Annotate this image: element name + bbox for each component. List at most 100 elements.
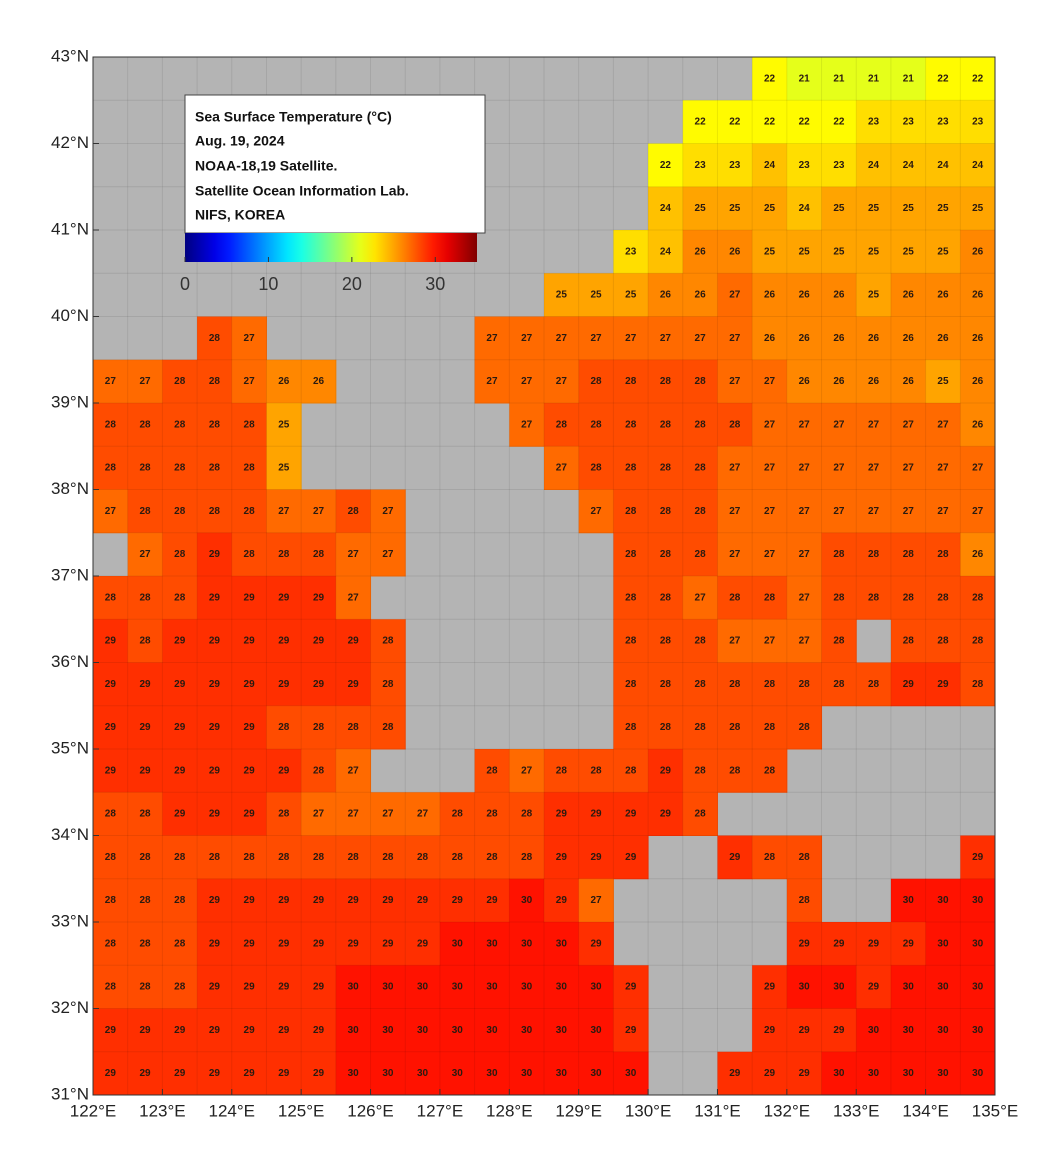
sst-label: 28	[209, 463, 221, 474]
sst-cell	[474, 792, 510, 836]
sst-label: 23	[833, 160, 845, 171]
sst-label: 30	[868, 1068, 880, 1079]
sst-label: 26	[799, 376, 811, 387]
sst-label: 29	[833, 1025, 845, 1036]
sst-label: 30	[452, 1025, 464, 1036]
sst-cell	[162, 922, 198, 966]
sst-label: 29	[799, 1068, 811, 1079]
sst-label: 29	[764, 1025, 776, 1036]
sst-label: 29	[764, 1068, 776, 1079]
sst-label: 29	[209, 895, 221, 906]
sst-cell	[752, 273, 788, 317]
sst-label: 29	[590, 938, 602, 949]
sst-label: 28	[174, 938, 186, 949]
sst-label: 29	[313, 592, 325, 603]
sst-cell	[439, 1051, 476, 1096]
sst-label: 28	[139, 506, 151, 517]
sst-cell	[509, 403, 545, 447]
sst-cell	[613, 965, 649, 1009]
sst-label: 28	[105, 982, 117, 993]
sst-label: 28	[209, 852, 221, 863]
sst-cell	[752, 835, 788, 880]
sst-label: 30	[972, 1068, 984, 1079]
sst-cell	[821, 403, 857, 447]
sst-label: 26	[937, 333, 949, 344]
sst-label: 26	[937, 290, 949, 301]
sst-cell	[960, 1008, 996, 1053]
sst-label: 26	[972, 333, 984, 344]
sst-label: 28	[174, 506, 186, 517]
sst-cell	[197, 922, 233, 966]
sst-label: 28	[105, 852, 117, 863]
sst-cell	[821, 100, 857, 144]
sst-label: 27	[695, 333, 707, 344]
sst-label: 29	[937, 679, 949, 690]
sst-label: 25	[868, 203, 880, 214]
sst-label: 27	[833, 463, 845, 474]
sst-label: 28	[695, 722, 707, 733]
sst-cell	[786, 835, 823, 880]
sst-label: 29	[625, 982, 637, 993]
sst-label: 28	[660, 722, 672, 733]
sst-cell	[613, 403, 649, 447]
sst-label: 29	[278, 679, 290, 690]
sst-label: 29	[313, 982, 325, 993]
sst-cell	[890, 878, 927, 923]
sst-cell	[301, 619, 337, 663]
sst-cell	[682, 186, 718, 231]
sst-label: 29	[833, 938, 845, 949]
sst-label: 28	[105, 895, 117, 906]
sst-label: 24	[660, 246, 672, 257]
sst-label: 24	[937, 160, 949, 171]
sst-cell	[266, 489, 302, 534]
sst-cell	[925, 359, 961, 404]
sst-label: 27	[382, 809, 394, 820]
sst-cell	[925, 878, 961, 923]
sst-cell	[648, 532, 684, 577]
sst-cell	[752, 230, 788, 274]
sst-label: 22	[695, 117, 707, 128]
sst-cell	[370, 1008, 406, 1053]
sst-cell	[197, 619, 233, 663]
sst-cell	[717, 316, 753, 361]
sst-label: 29	[209, 1068, 221, 1079]
y-tick-label: 38°N	[51, 479, 89, 498]
sst-cell	[856, 446, 892, 490]
sst-label: 26	[972, 246, 984, 257]
sst-cell	[335, 662, 372, 707]
sst-cell	[613, 662, 649, 707]
sst-cell	[335, 705, 372, 750]
sst-cell	[682, 273, 718, 317]
sst-cell	[439, 878, 476, 923]
sst-label: 28	[139, 809, 151, 820]
sst-label: 24	[972, 160, 984, 171]
legend-box	[184, 94, 486, 234]
sst-cell	[821, 273, 857, 317]
sst-label: 29	[209, 679, 221, 690]
sst-cell	[509, 749, 545, 793]
sst-cell	[821, 143, 857, 188]
sst-cell	[370, 662, 406, 707]
sst-cell	[370, 705, 406, 750]
sst-label: 29	[660, 765, 672, 776]
sst-label: 29	[313, 679, 325, 690]
sst-cell	[301, 922, 337, 966]
y-tick-label: 37°N	[51, 565, 89, 584]
sst-cell	[474, 1051, 510, 1096]
y-tick-label: 35°N	[51, 738, 89, 757]
sst-label: 23	[868, 117, 880, 128]
x-tick-label: 124°E	[209, 1101, 256, 1120]
sst-cell	[266, 749, 302, 793]
sst-cell	[682, 576, 718, 620]
sst-label: 29	[139, 1025, 151, 1036]
sst-label: 28	[903, 592, 915, 603]
sst-label: 23	[695, 160, 707, 171]
sst-label: 29	[764, 982, 776, 993]
sst-label: 30	[590, 982, 602, 993]
sst-cell	[648, 619, 684, 663]
sst-cell	[162, 965, 198, 1009]
sst-label: 28	[417, 852, 429, 863]
sst-cell	[752, 532, 788, 577]
sst-cell	[266, 792, 302, 836]
sst-label: 27	[799, 636, 811, 647]
